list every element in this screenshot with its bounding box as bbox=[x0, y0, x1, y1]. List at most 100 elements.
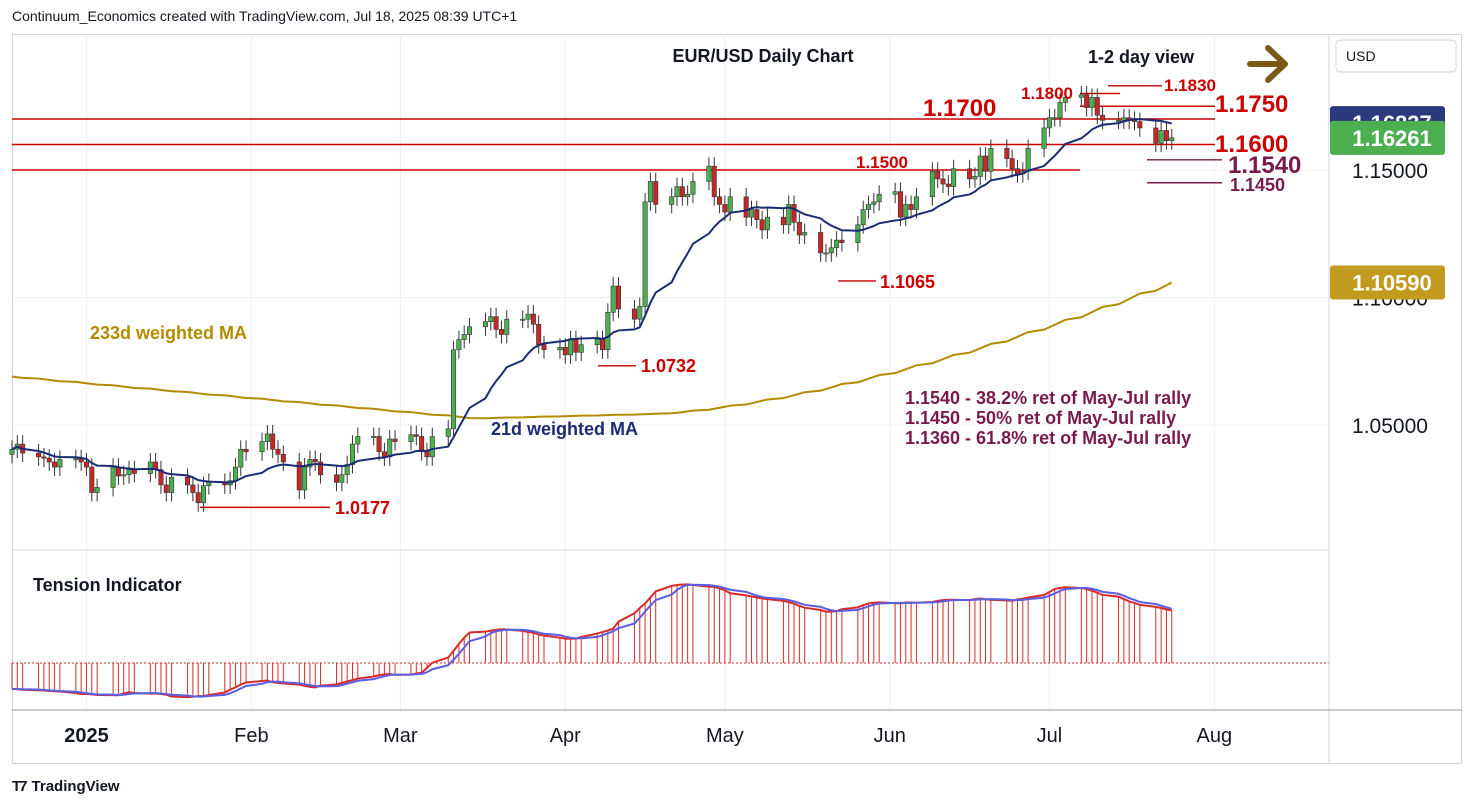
label-1-1700: 1.1700 bbox=[923, 95, 996, 122]
candle-body bbox=[818, 232, 824, 254]
candle-body bbox=[600, 339, 606, 351]
candle-body bbox=[1084, 94, 1090, 108]
candle-body bbox=[892, 191, 898, 195]
time-label-6: Jul bbox=[1037, 725, 1063, 747]
candle-body bbox=[839, 239, 845, 243]
candle-body bbox=[270, 433, 276, 450]
price-tick-2: 1.05000 bbox=[1352, 415, 1428, 438]
candle-body bbox=[866, 204, 872, 210]
tradingview-logo-icon: T7 bbox=[12, 778, 27, 795]
candle-body bbox=[972, 176, 978, 180]
candle-body bbox=[1057, 102, 1063, 119]
tradingview-brand: TradingView bbox=[31, 778, 120, 795]
candle-body bbox=[1009, 158, 1015, 170]
candle-body bbox=[988, 148, 994, 172]
candle-body bbox=[349, 443, 355, 465]
label-1-1065: 1.1065 bbox=[880, 272, 935, 292]
candle-body bbox=[913, 196, 919, 210]
candle-body bbox=[408, 434, 414, 442]
candle-body bbox=[94, 487, 100, 493]
tension-indicator: Tension Indicator bbox=[11, 575, 1329, 699]
candle-body bbox=[562, 346, 568, 356]
candle-body bbox=[520, 318, 526, 321]
candle-body bbox=[371, 436, 377, 438]
label-1-0177: 1.0177 bbox=[335, 498, 390, 518]
candle-body bbox=[568, 339, 574, 356]
candle-body bbox=[392, 438, 398, 442]
candle-body bbox=[201, 485, 207, 504]
candle-body bbox=[834, 239, 840, 249]
candle-body bbox=[764, 216, 770, 231]
time-label-7: Aug bbox=[1197, 725, 1233, 747]
candle-body bbox=[387, 438, 393, 458]
candle-body bbox=[163, 484, 169, 493]
candle-body bbox=[9, 448, 15, 455]
candle-body bbox=[706, 165, 712, 182]
candle-body bbox=[717, 196, 723, 205]
candle-body bbox=[951, 168, 957, 187]
fib-note-1: 1.1450 - 50% ret of May-Jul rally bbox=[905, 408, 1176, 428]
time-label-3: Apr bbox=[550, 725, 581, 747]
candle-body bbox=[36, 452, 42, 458]
candle-body bbox=[780, 216, 786, 226]
candle-body bbox=[376, 436, 382, 453]
ma21-line bbox=[11, 118, 1172, 484]
view-label: 1-2 day view bbox=[1088, 47, 1195, 67]
candle-body bbox=[1169, 137, 1175, 141]
price-badge-label-2: 1.10590 bbox=[1352, 270, 1432, 295]
candle-body bbox=[259, 441, 265, 453]
candle-body bbox=[232, 466, 238, 481]
candle-body bbox=[759, 219, 765, 231]
candle-body bbox=[1046, 117, 1052, 129]
candle-body bbox=[1137, 121, 1143, 129]
candle-body bbox=[344, 464, 350, 476]
candle-body bbox=[727, 196, 733, 213]
tradingview-logo[interactable]: T7 TradingView bbox=[12, 778, 120, 795]
candle-body bbox=[860, 209, 866, 226]
axes: 2025FebMarAprMayJunJulAug1.150001.100001… bbox=[12, 34, 1462, 764]
candle-body bbox=[908, 204, 914, 210]
candle-body bbox=[796, 221, 802, 236]
candle-body bbox=[1116, 119, 1122, 122]
ma21-layer bbox=[11, 118, 1172, 484]
candle-body bbox=[876, 193, 882, 203]
candle-body bbox=[754, 209, 760, 221]
candle-body bbox=[147, 461, 153, 474]
candle-body bbox=[828, 247, 834, 254]
candle-body bbox=[1062, 97, 1068, 103]
time-label-2: Mar bbox=[383, 725, 418, 747]
candle-body bbox=[945, 183, 951, 187]
right-arrow-icon bbox=[1247, 45, 1288, 83]
candle-body bbox=[1094, 97, 1100, 116]
candle-body bbox=[631, 308, 637, 320]
candle-body bbox=[578, 344, 584, 353]
candle-body bbox=[419, 436, 425, 453]
candle-body bbox=[541, 344, 547, 351]
candle-body bbox=[46, 457, 52, 463]
indicator-line bbox=[11, 583, 1172, 699]
candle-body bbox=[302, 466, 308, 491]
ma233-line bbox=[11, 281, 1173, 420]
candle-body bbox=[456, 339, 462, 351]
price-badge-2 bbox=[1330, 265, 1445, 300]
candle-body bbox=[967, 168, 973, 180]
ma233-label: 233d weighted MA bbox=[90, 323, 247, 343]
candle-body bbox=[52, 461, 58, 468]
candle-body bbox=[743, 196, 749, 218]
candle-body bbox=[264, 433, 270, 442]
candle-body bbox=[488, 316, 494, 323]
label-1-1600: 1.1600 bbox=[1215, 131, 1288, 158]
candle-body bbox=[642, 201, 648, 307]
candle-body bbox=[615, 285, 621, 310]
chart-title: EUR/USD Daily Chart bbox=[672, 46, 853, 66]
candle-body bbox=[334, 474, 340, 483]
candle-body bbox=[467, 326, 473, 335]
label-1-1750: 1.1750 bbox=[1215, 91, 1288, 118]
candle-body bbox=[637, 306, 643, 320]
candle-body bbox=[413, 434, 419, 437]
indicator-title: Tension Indicator bbox=[33, 575, 182, 595]
label-1-0732: 1.0732 bbox=[641, 356, 696, 376]
chart-attribution: Continuum_Economics created with Trading… bbox=[12, 8, 518, 24]
candle-body bbox=[307, 459, 313, 468]
